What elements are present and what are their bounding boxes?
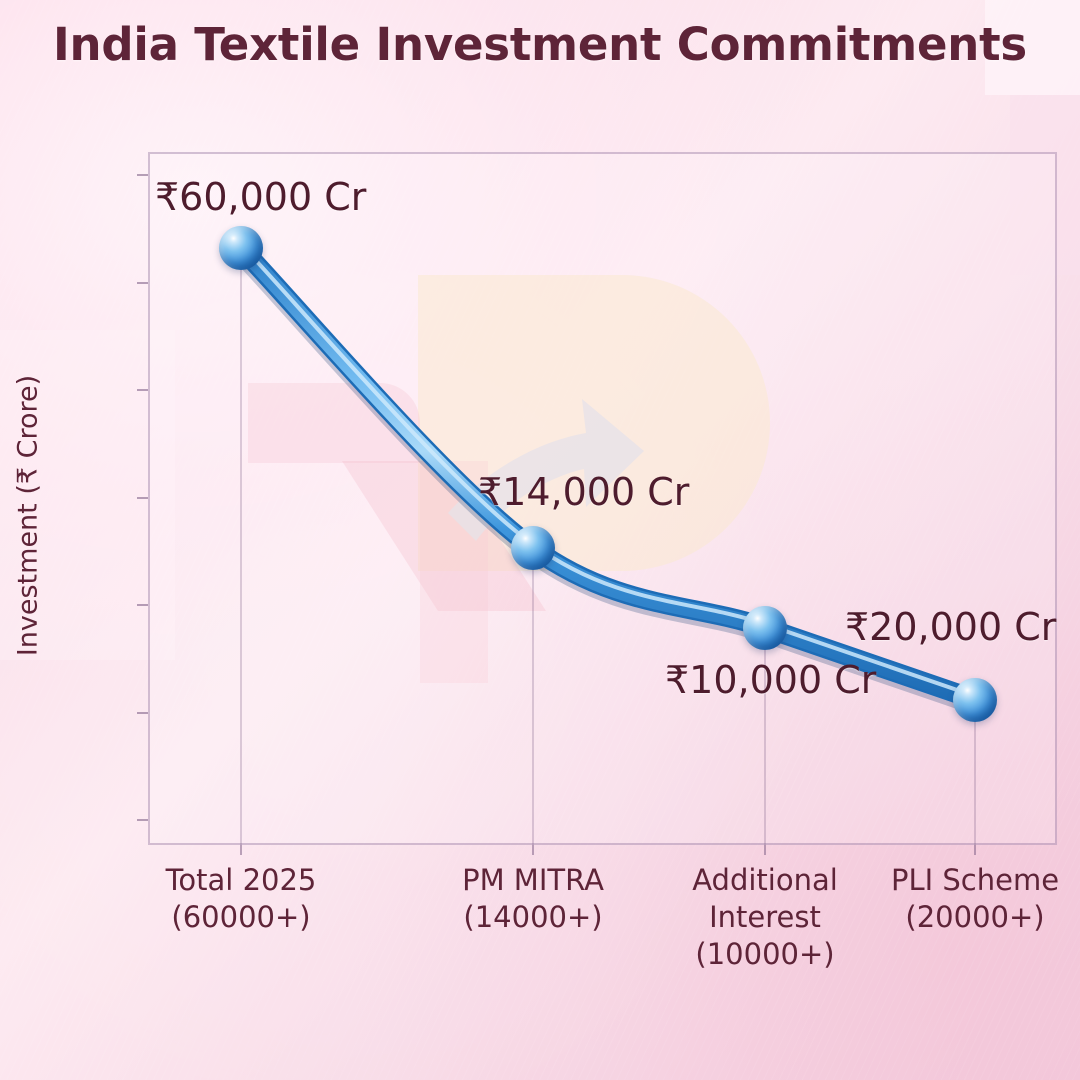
y-axis-tick-mark xyxy=(137,819,148,821)
x-axis-tick-label-line: (20000+) xyxy=(905,900,1045,934)
x-axis-tick-label: Additional Interest (10000+) xyxy=(615,862,915,973)
x-axis-tick-label: Total 2025 (60000+) xyxy=(91,862,391,936)
x-axis-tick-label-line: PLI Scheme xyxy=(890,863,1060,897)
x-axis-tick-label-line: (60000+) xyxy=(171,900,311,934)
x-axis-tick-mark xyxy=(240,845,242,855)
y-axis-tick-mark xyxy=(137,604,148,606)
y-axis-tick-mark xyxy=(137,389,148,391)
page-title: India Textile Investment Commitments xyxy=(52,18,1027,71)
x-axis-tick-label: PM MITRA (14000+) xyxy=(383,862,683,936)
y-axis-tick-mark xyxy=(137,174,148,176)
x-axis-tick-label-line: Interest xyxy=(709,900,821,934)
x-axis-tick-label: PLI Scheme (20000+) xyxy=(825,862,1080,936)
x-axis-tick-label-line: Additional xyxy=(692,863,838,897)
y-axis-tick-mark xyxy=(137,496,148,499)
x-axis-tick-mark xyxy=(764,845,766,855)
x-axis-tick-label-line: PM MITRA xyxy=(462,863,604,897)
x-axis-tick-mark xyxy=(974,845,976,855)
y-axis-label: Investment (₹ Crore) xyxy=(12,374,44,657)
data-point-value-label: ₹20,000 Cr xyxy=(845,605,1057,649)
y-axis-tick-mark xyxy=(137,711,148,714)
y-axis-tick-mark xyxy=(137,281,148,284)
x-axis-tick-label-line: (10000+) xyxy=(695,937,835,971)
x-axis-tick-mark xyxy=(532,845,534,855)
x-axis-tick-label-line: (14000+) xyxy=(463,900,603,934)
x-axis-tick-label-line: Total 2025 xyxy=(165,863,317,897)
data-point-value-label: ₹60,000 Cr xyxy=(155,175,367,219)
data-point-value-label: ₹10,000 Cr xyxy=(665,658,877,702)
data-point-value-label: ₹14,000 Cr xyxy=(478,470,690,514)
